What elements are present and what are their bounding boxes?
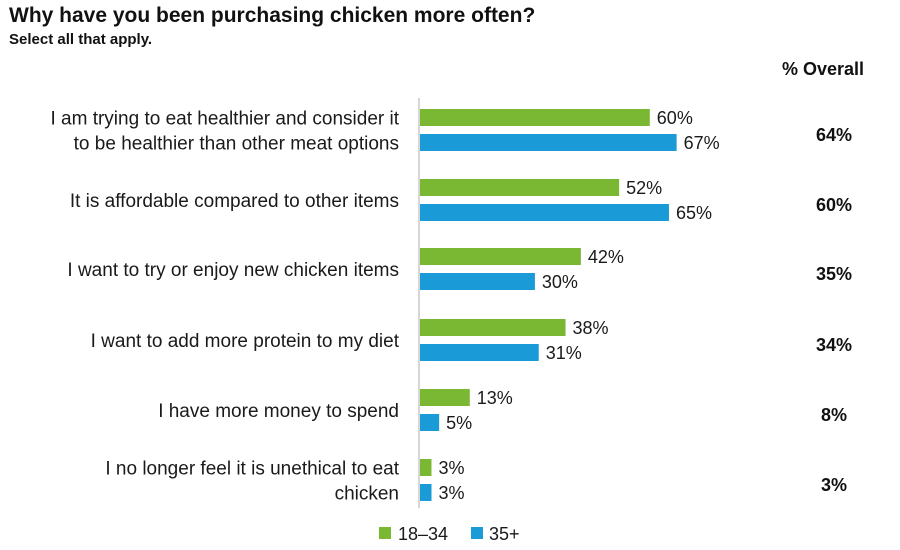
category-label: I want to add more protein to my diet (91, 331, 400, 352)
category-label: to be healthier than other meat options (74, 134, 399, 155)
category-label: It is affordable compared to other items (70, 191, 399, 212)
bar-series-2 (420, 414, 440, 431)
data-label: 5% (446, 413, 472, 433)
bar-series-1 (420, 179, 620, 196)
data-label: 52% (626, 178, 662, 198)
overall-value: 64% (816, 125, 852, 145)
bar-series-1 (420, 248, 581, 265)
data-label: 65% (676, 203, 712, 223)
data-label: 38% (573, 318, 609, 338)
overall-value: 60% (816, 195, 852, 215)
category-label: I have more money to spend (158, 401, 399, 422)
data-label: 3% (438, 458, 464, 478)
data-label: 3% (438, 483, 464, 503)
category-label: I no longer feel it is unethical to eat (105, 459, 399, 480)
overall-value: 34% (816, 335, 852, 355)
data-label: 31% (546, 343, 582, 363)
bar-series-2 (420, 134, 677, 151)
category-label: I am trying to eat healthier and conside… (50, 109, 399, 130)
chart-title: Why have you been purchasing chicken mor… (9, 4, 536, 27)
chart-subtitle: Select all that apply. (9, 31, 153, 48)
bar-series-1 (420, 319, 566, 336)
category-label: I want to try or enjoy new chicken items (67, 260, 399, 281)
category-label: chicken (335, 484, 399, 505)
bar-series-2 (420, 344, 539, 361)
bar-series-2 (420, 484, 432, 501)
data-label: 30% (542, 272, 578, 292)
bar-series-1 (420, 459, 432, 476)
legend-swatch (471, 527, 483, 539)
overall-column-header: % Overall (781, 59, 865, 79)
legend-swatch (379, 527, 391, 539)
legend-label: 18–34 (398, 524, 448, 544)
data-label: 60% (657, 108, 693, 128)
data-label: 67% (684, 133, 720, 153)
overall-value: 3% (821, 475, 847, 495)
overall-value: 8% (821, 405, 847, 425)
bar-series-1 (420, 109, 650, 126)
data-label: 42% (588, 247, 624, 267)
bar-series-2 (420, 273, 535, 290)
overall-value: 35% (816, 264, 852, 284)
legend-label: 35+ (489, 524, 520, 544)
bar-series-2 (420, 204, 669, 221)
bar-series-1 (420, 389, 470, 406)
data-label: 13% (477, 388, 513, 408)
